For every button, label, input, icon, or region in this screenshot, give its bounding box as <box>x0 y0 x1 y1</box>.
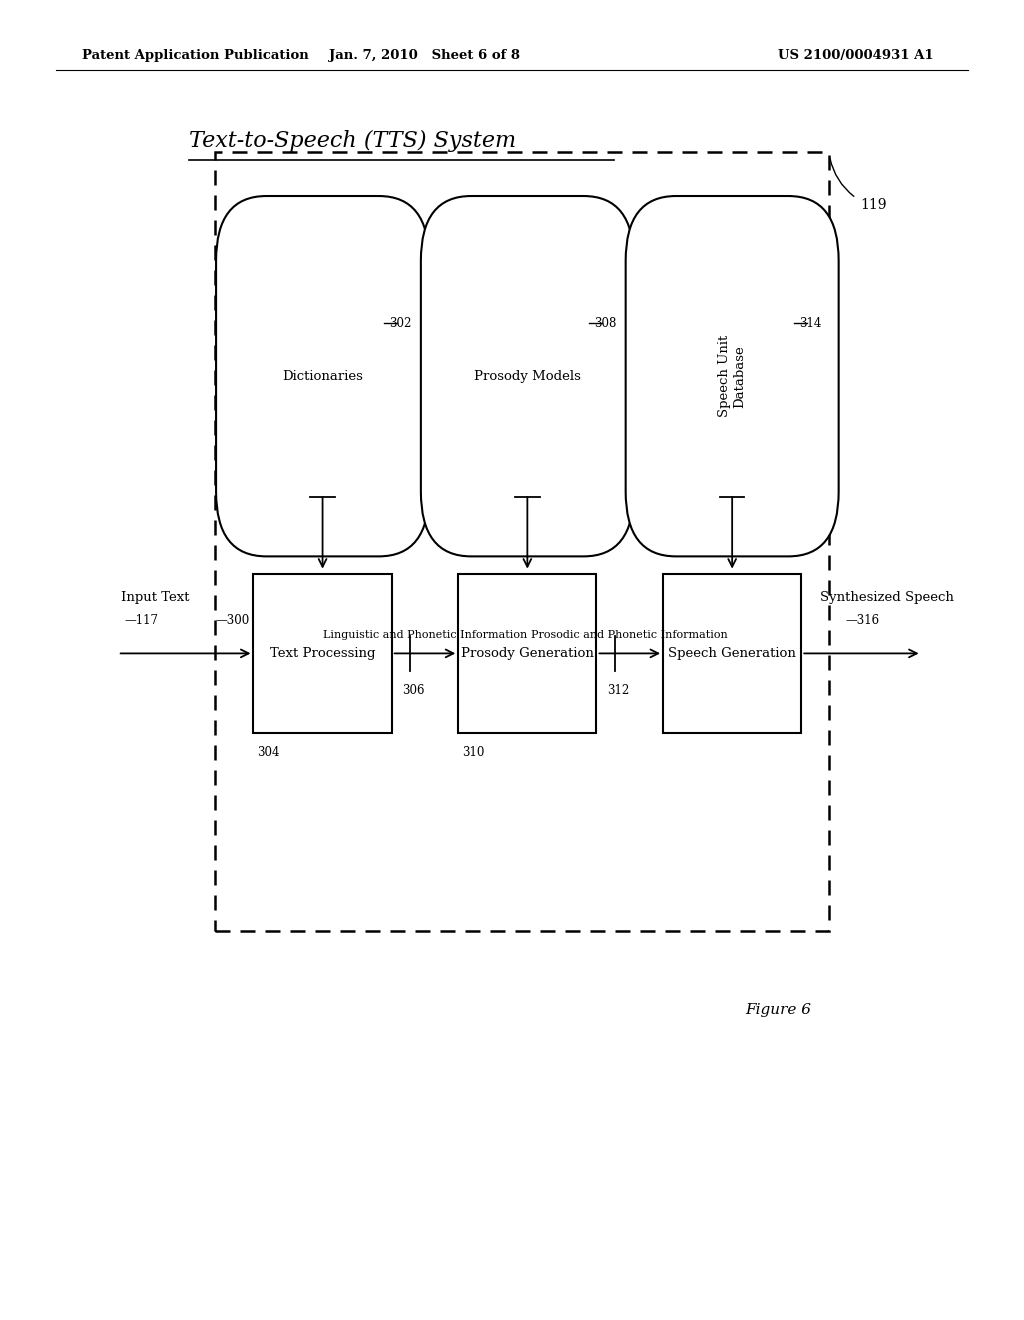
FancyBboxPatch shape <box>626 197 839 557</box>
Bar <box>664 574 801 733</box>
Text: Input Text: Input Text <box>121 591 189 605</box>
Bar <box>215 152 829 931</box>
FancyBboxPatch shape <box>421 197 634 557</box>
Bar <box>254 574 391 733</box>
Text: 308: 308 <box>594 317 616 330</box>
Text: Text-to-Speech (TTS) System: Text-to-Speech (TTS) System <box>189 131 516 152</box>
Text: Figure 6: Figure 6 <box>745 1003 811 1016</box>
Text: 306: 306 <box>401 684 424 697</box>
Bar <box>459 574 596 733</box>
FancyBboxPatch shape <box>216 197 429 557</box>
Text: Synthesized Speech: Synthesized Speech <box>819 591 953 605</box>
Text: Text Processing: Text Processing <box>269 647 376 660</box>
Text: —316: —316 <box>846 614 880 627</box>
Text: —117: —117 <box>125 614 159 627</box>
Text: 302: 302 <box>389 317 412 330</box>
Text: Speech Generation: Speech Generation <box>669 647 796 660</box>
Text: Jan. 7, 2010   Sheet 6 of 8: Jan. 7, 2010 Sheet 6 of 8 <box>330 49 520 62</box>
Text: 304: 304 <box>258 746 280 759</box>
Text: Prosody Generation: Prosody Generation <box>461 647 594 660</box>
Text: 314: 314 <box>799 317 821 330</box>
Text: Speech Unit
Database: Speech Unit Database <box>718 335 746 417</box>
Text: Linguistic and Phonetic Information: Linguistic and Phonetic Information <box>323 630 527 640</box>
Text: 312: 312 <box>606 684 629 697</box>
Text: Patent Application Publication: Patent Application Publication <box>82 49 308 62</box>
Text: 310: 310 <box>463 746 484 759</box>
Text: Prosody Models: Prosody Models <box>474 370 581 383</box>
Text: Dictionaries: Dictionaries <box>283 370 362 383</box>
Text: US 2100/0004931 A1: US 2100/0004931 A1 <box>778 49 934 62</box>
Text: —300: —300 <box>215 614 250 627</box>
Text: 119: 119 <box>860 198 887 211</box>
Text: Prosodic and Phonetic Information: Prosodic and Phonetic Information <box>531 630 728 640</box>
